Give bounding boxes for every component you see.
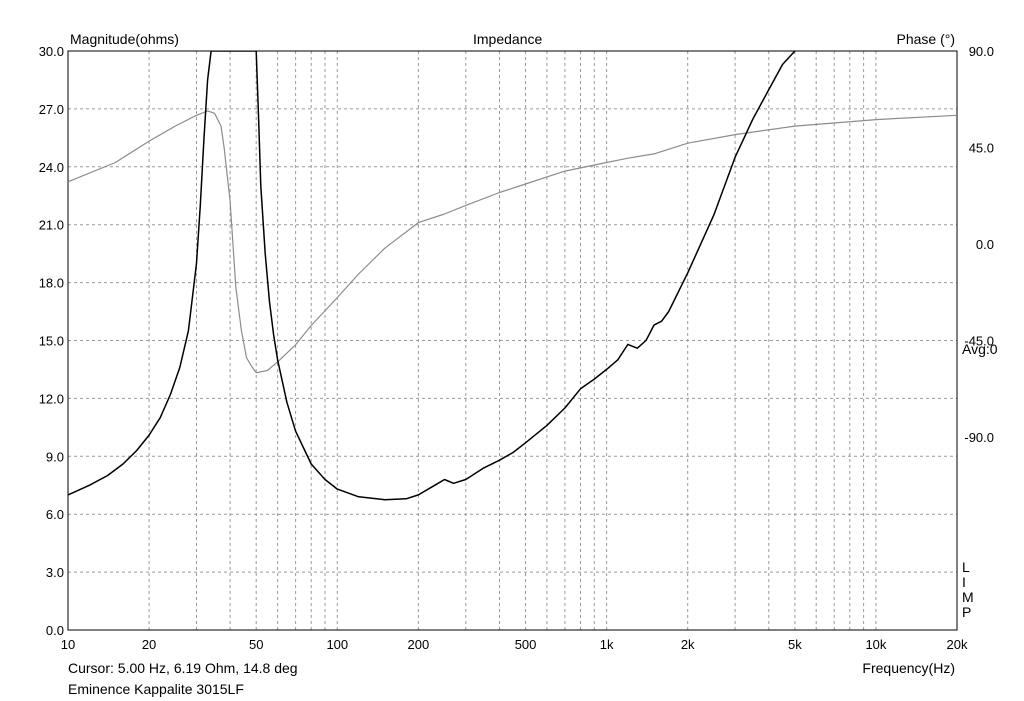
plot-area	[68, 51, 957, 501]
plot-frame	[67, 50, 958, 631]
y-tick-label: 18.0	[39, 276, 64, 291]
x-tick-label: 20	[142, 637, 156, 652]
cursor-readout: Cursor: 5.00 Hz, 6.19 Ohm, 14.8 deg	[68, 660, 298, 676]
x-tick-label: 1k	[600, 637, 614, 652]
side-letter-i: I	[962, 574, 966, 590]
chart-title: Impedance	[473, 31, 543, 47]
y-tick-label: 6.0	[46, 507, 64, 522]
y-tick-label: 12.0	[39, 391, 64, 406]
x-tick-label: 100	[326, 637, 348, 652]
x-tick-label: 50	[249, 637, 263, 652]
y-axis-label: Magnitude(ohms)	[70, 31, 179, 47]
x-tick-label: 2k	[681, 637, 695, 652]
y-tick-label: 0.0	[46, 623, 64, 638]
y2-axis-label: Phase (°)	[896, 31, 955, 47]
y2-tick-label: -90.0	[964, 430, 994, 445]
y-tick-label: 27.0	[39, 102, 64, 117]
y2-tick-label: -45.0	[964, 334, 994, 349]
y-tick-label: 21.0	[39, 218, 64, 233]
y-tick-label: 15.0	[39, 334, 64, 349]
x-axis-ticks: 10 20 50 100 200 500 1k 2k 5k 10k 20k	[61, 637, 968, 652]
magnitude-series-line	[68, 51, 796, 501]
x-tick-label: 10k	[865, 637, 886, 652]
phase-series-line	[68, 110, 957, 374]
side-letter-l: L	[962, 559, 970, 575]
x-axis-label: Frequency(Hz)	[862, 660, 955, 676]
y-tick-label: 30.0	[39, 44, 64, 59]
x-tick-label: 200	[408, 637, 430, 652]
y2-axis-ticks: 90.0 45.0 0.0 -45.0 -90.0	[964, 44, 994, 445]
y-tick-label: 3.0	[46, 565, 64, 580]
side-letter-p: P	[962, 604, 972, 620]
x-tick-label: 5k	[788, 637, 802, 652]
y-tick-label: 9.0	[46, 449, 64, 464]
x-tick-label: 20k	[947, 637, 968, 652]
y-axis-ticks: 0.0 3.0 6.0 9.0 12.0 15.0 18.0 21.0 24.0 27.0 30.0	[39, 44, 64, 638]
y2-average-label: Avg:0	[962, 341, 998, 357]
x-tick-label: 500	[515, 637, 537, 652]
y2-tick-label: 0.0	[976, 237, 994, 252]
y2-tick-label: 90.0	[969, 44, 994, 59]
y-tick-label: 24.0	[39, 160, 64, 175]
grid	[68, 51, 957, 630]
device-name: Eminence Kappalite 3015LF	[68, 681, 244, 697]
side-letter-m: M	[962, 589, 974, 605]
y2-tick-label: 45.0	[969, 141, 994, 156]
x-tick-label: 10	[61, 637, 75, 652]
